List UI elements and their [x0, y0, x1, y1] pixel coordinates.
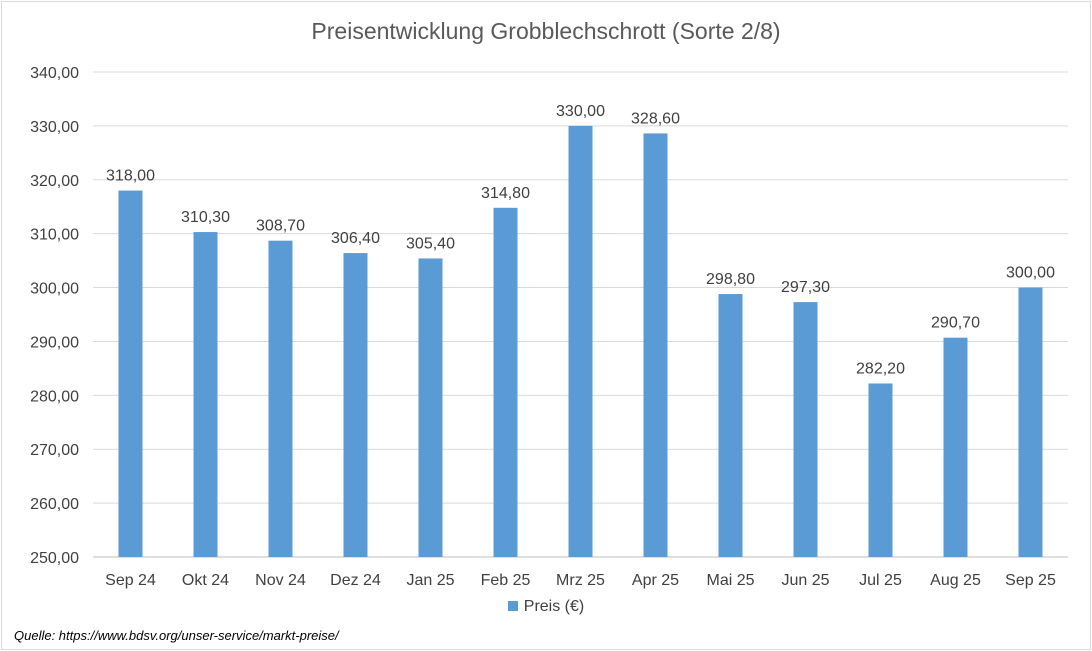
x-tick-label: Apr 25 [632, 572, 679, 589]
bar [643, 133, 668, 557]
data-label: 282,20 [856, 360, 905, 377]
x-tick-label: Sep 25 [1005, 572, 1056, 589]
data-label: 297,30 [781, 279, 830, 296]
y-tick-label: 330,00 [30, 119, 79, 136]
y-tick-label: 250,00 [30, 550, 79, 567]
bar [568, 125, 593, 557]
bar [268, 240, 293, 557]
y-tick-label: 300,00 [30, 281, 79, 298]
x-tick-label: Sep 24 [105, 572, 156, 589]
data-label: 330,00 [556, 103, 605, 120]
legend-swatch [507, 601, 518, 611]
y-tick-label: 260,00 [30, 496, 79, 513]
data-label: 305,40 [406, 235, 455, 252]
data-label: 290,70 [931, 315, 980, 332]
bar [118, 190, 143, 558]
data-label: 298,80 [706, 271, 755, 288]
x-tick-label: Okt 24 [182, 572, 229, 589]
x-tick-label: Aug 25 [930, 572, 981, 589]
bar [418, 258, 443, 557]
bar [1018, 287, 1043, 557]
y-tick-label: 310,00 [30, 227, 79, 244]
data-label: 310,30 [181, 209, 230, 226]
y-tick-label: 340,00 [30, 65, 79, 82]
bar [493, 207, 518, 558]
x-tick-label: Nov 24 [255, 572, 306, 589]
bar [793, 302, 818, 557]
data-label: 314,80 [481, 185, 530, 202]
x-tick-label: Jun 25 [781, 572, 829, 589]
bar [868, 383, 893, 557]
legend: Preis (€) [0, 598, 1092, 616]
data-label: 308,70 [256, 218, 305, 235]
bar [943, 337, 968, 557]
data-label: 300,00 [1006, 265, 1055, 282]
legend-label: Preis (€) [523, 598, 585, 615]
x-tick-label: Feb 25 [481, 572, 531, 589]
x-tick-label: Mai 25 [706, 572, 754, 589]
bar [718, 294, 743, 557]
x-tick-label: Dez 24 [330, 572, 381, 589]
data-label: 306,40 [331, 230, 380, 247]
y-tick-label: 280,00 [30, 388, 79, 405]
chart-title: Preisentwicklung Grobblechschrott (Sorte… [311, 18, 781, 44]
data-label: 328,60 [631, 110, 680, 127]
x-tick-label: Jul 25 [859, 572, 902, 589]
data-label: 318,00 [106, 168, 155, 185]
y-tick-label: 320,00 [30, 173, 79, 190]
x-tick-label: Mrz 25 [556, 572, 605, 589]
y-tick-label: 270,00 [30, 442, 79, 459]
bar [343, 253, 368, 558]
y-tick-label: 290,00 [30, 334, 79, 351]
x-tick-label: Jan 25 [406, 572, 454, 589]
bar [193, 232, 218, 558]
source-note: Quelle: https://www.bdsv.org/unser-servi… [14, 628, 339, 643]
